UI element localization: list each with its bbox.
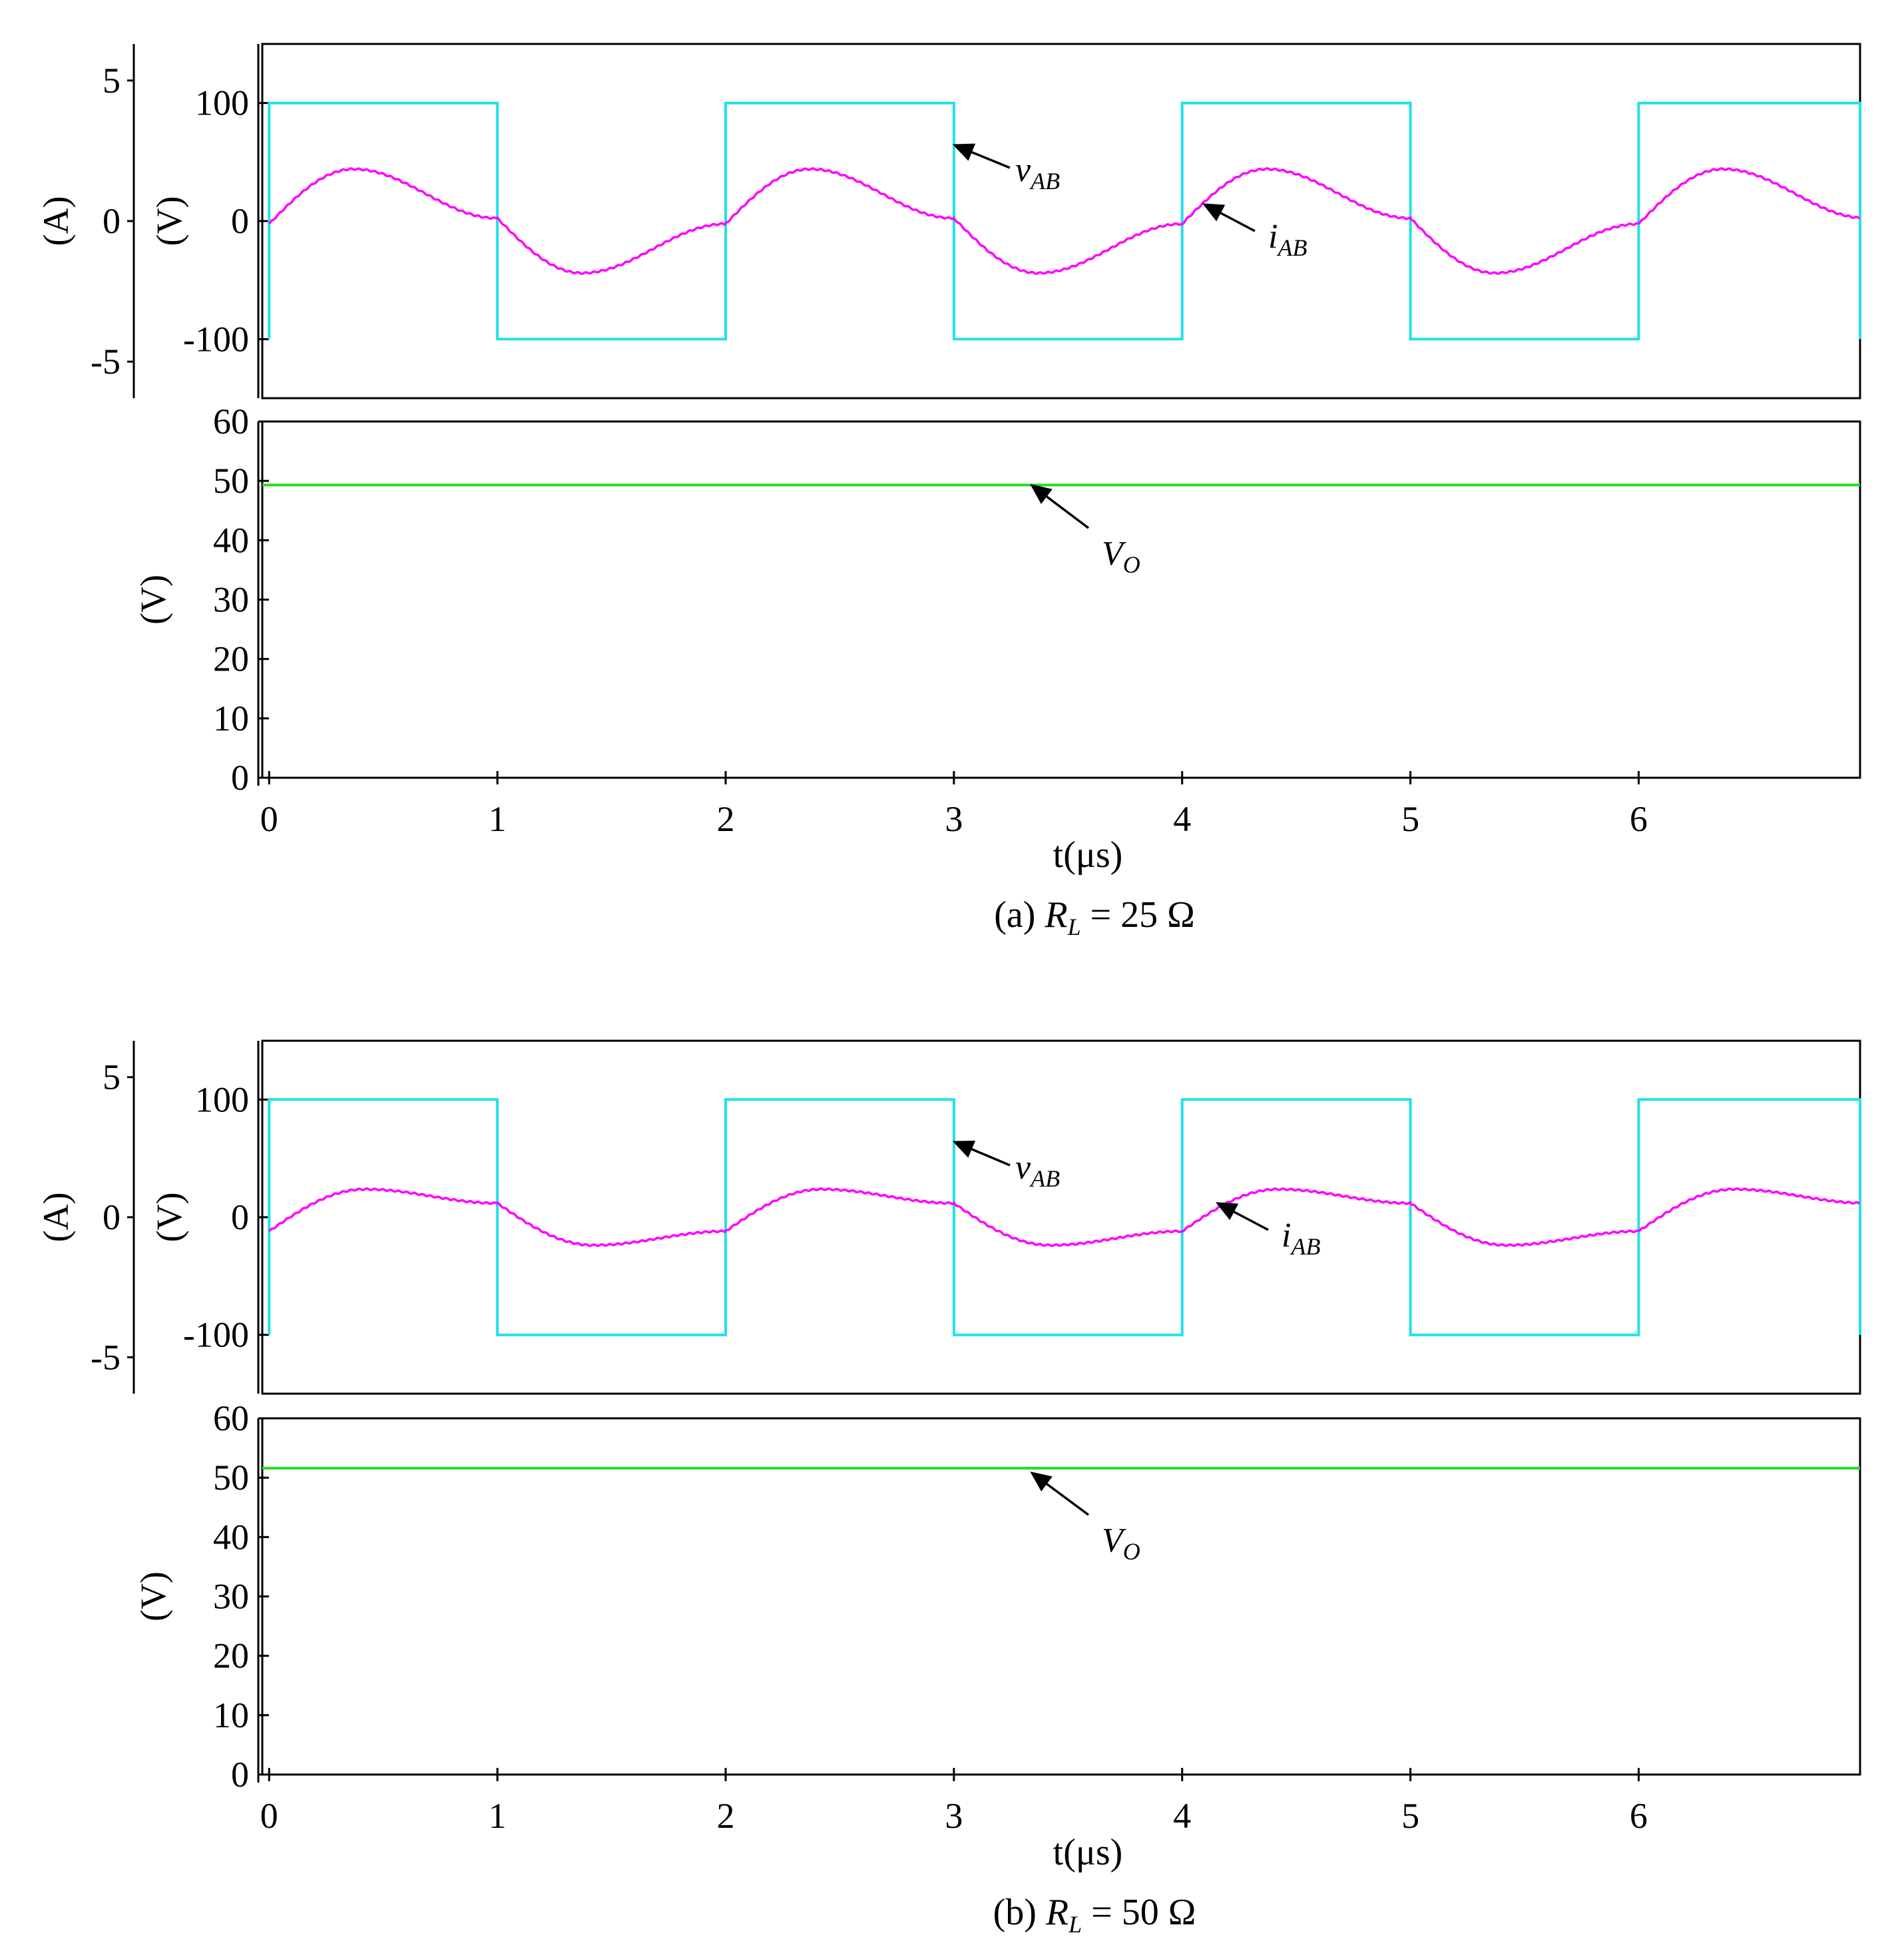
iAB-arrow: [1202, 203, 1256, 232]
VO-label-sub: O: [1123, 551, 1140, 578]
vAB-arrow: [952, 143, 1011, 169]
voltage-tick-label: -100: [183, 1315, 249, 1355]
bottom-tick-label: 20: [213, 1636, 249, 1676]
bottom-tick-label: 50: [213, 1458, 249, 1498]
voltage-tick-label: -100: [183, 319, 249, 359]
caption-var: R: [1044, 894, 1067, 936]
caption-suffix: = 50 Ω: [1082, 1892, 1196, 1933]
voltage-axis-label: (V): [149, 1193, 189, 1243]
x-tick-label: 2: [717, 1796, 735, 1836]
caption-suffix: = 25 Ω: [1081, 894, 1195, 936]
x-tick-label: 1: [489, 1796, 507, 1836]
current-axis-label: (A): [36, 1193, 76, 1243]
vAB-label: vAB: [1015, 151, 1060, 194]
vAB-label-main: v: [1015, 151, 1031, 189]
caption-prefix: (a): [994, 894, 1045, 936]
iAB-label-main: i: [1282, 1217, 1291, 1255]
top-panel-frame: [261, 1039, 1861, 1395]
x-axis-label: t(μs): [1053, 1832, 1123, 1873]
series-vAB: [268, 101, 1861, 341]
current-tick-label: 0: [103, 201, 120, 241]
vAB-label-sub: AB: [1029, 1165, 1060, 1192]
vAB-label-sub: AB: [1029, 168, 1060, 194]
x-tick-label: 1: [489, 799, 507, 839]
iAB-arrow: [1215, 1202, 1269, 1231]
VO-label-main: V: [1102, 1522, 1126, 1559]
iAB-label: iAB: [1268, 218, 1307, 261]
current-tick-label: -5: [91, 342, 120, 382]
bottom-tick-label: 0: [231, 1755, 249, 1795]
x-tick-label: 5: [1401, 1796, 1419, 1836]
series-iAB: [268, 167, 1861, 275]
x-tick-label: 0: [260, 1796, 278, 1836]
VO-label: VO: [1102, 535, 1140, 578]
iAB-label-main: i: [1268, 218, 1278, 256]
x-tick-label: 5: [1401, 799, 1419, 839]
bottom-panel-frame: [261, 420, 1861, 779]
bottom-tick-label: 60: [213, 1398, 249, 1438]
caption-var: R: [1045, 1892, 1069, 1933]
bottom-panel-frame: [261, 1417, 1861, 1776]
VO-arrow: [1030, 1471, 1090, 1516]
bottom-axis-label: (V): [133, 1571, 173, 1621]
voltage-tick-label: 100: [195, 83, 249, 123]
series-iAB: [268, 1187, 1861, 1247]
x-tick-label: 6: [1630, 1796, 1648, 1836]
bottom-axis-label: (V): [133, 575, 173, 625]
caption: (b) RL = 50 Ω: [993, 1892, 1196, 1938]
voltage-axis-label: (V): [149, 196, 189, 246]
caption-var-sub: L: [1068, 1911, 1082, 1938]
x-axis-label: t(μs): [1053, 834, 1123, 876]
x-tick-label: 0: [260, 799, 278, 839]
iAB-label-sub: AB: [1276, 234, 1307, 261]
x-tick-label: 4: [1173, 1796, 1191, 1836]
x-tick-label: 3: [945, 799, 963, 839]
vAB-arrow: [952, 1140, 1011, 1167]
bottom-tick-label: 10: [213, 699, 249, 738]
caption-var-sub: L: [1067, 914, 1081, 940]
bottom-tick-label: 50: [213, 461, 249, 501]
current-tick-label: -5: [91, 1337, 120, 1377]
voltage-tick-label: 100: [195, 1079, 249, 1119]
current-tick-label: 5: [103, 61, 120, 101]
x-tick-label: 4: [1173, 799, 1191, 839]
caption: (a) RL = 25 Ω: [994, 894, 1195, 940]
bottom-tick-label: 20: [213, 639, 249, 679]
iAB-label: iAB: [1282, 1217, 1320, 1260]
vAB-label: vAB: [1015, 1149, 1060, 1192]
bottom-tick-label: 40: [213, 1517, 249, 1557]
VO-label: VO: [1102, 1522, 1140, 1565]
current-tick-label: 5: [103, 1057, 120, 1097]
x-tick-label: 6: [1630, 799, 1648, 839]
vAB-label-main: v: [1015, 1149, 1031, 1187]
bottom-tick-label: 0: [231, 758, 249, 798]
bottom-tick-label: 30: [213, 580, 249, 620]
current-tick-label: 0: [103, 1197, 120, 1237]
voltage-tick-label: 0: [231, 201, 249, 241]
VO-label-main: V: [1102, 535, 1126, 573]
voltage-tick-label: 0: [231, 1197, 249, 1237]
VO-arrow: [1030, 483, 1090, 529]
caption-prefix: (b): [993, 1892, 1046, 1933]
bottom-tick-label: 60: [213, 402, 249, 441]
x-tick-label: 3: [945, 1796, 963, 1836]
iAB-label-sub: AB: [1290, 1233, 1320, 1260]
bottom-tick-label: 30: [213, 1577, 249, 1617]
series-vAB: [268, 1098, 1861, 1336]
VO-label-sub: O: [1123, 1538, 1140, 1565]
top-panel-frame: [261, 43, 1861, 400]
bottom-tick-label: 40: [213, 520, 249, 560]
bottom-tick-label: 10: [213, 1695, 249, 1735]
x-tick-label: 2: [717, 799, 735, 839]
current-axis-label: (A): [36, 196, 76, 246]
